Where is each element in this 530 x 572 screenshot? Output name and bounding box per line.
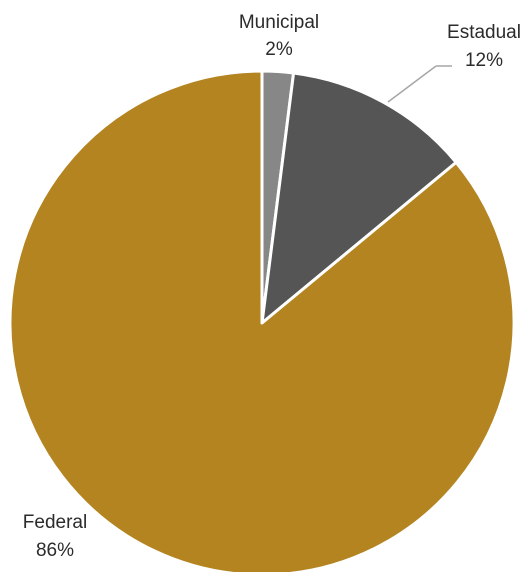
label-estadual-value: 12% bbox=[465, 50, 503, 71]
pie-slices bbox=[8, 69, 516, 572]
label-federal-value: 86% bbox=[36, 540, 74, 561]
label-estadual-name: Estadual bbox=[447, 22, 521, 43]
pie-slice-federal bbox=[8, 69, 516, 572]
pie-slice-estadual bbox=[260, 71, 458, 325]
pie-labels: Municipal 2% Estadual 12% Federal 86% bbox=[23, 12, 521, 561]
estadual-leader-line bbox=[387, 65, 437, 103]
label-municipal-name: Municipal bbox=[239, 12, 319, 33]
label-municipal-value: 2% bbox=[265, 39, 293, 60]
label-federal-name: Federal bbox=[23, 512, 87, 533]
